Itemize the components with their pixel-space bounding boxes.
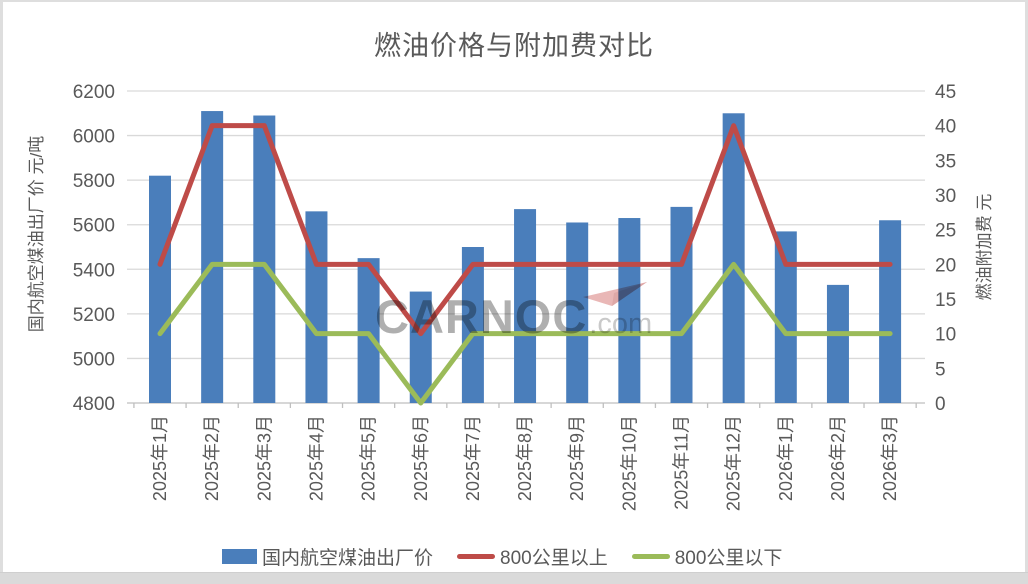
svg-text:2025年2月: 2025年2月 <box>202 415 222 501</box>
svg-text:5: 5 <box>935 359 946 380</box>
svg-text:2025年6月: 2025年6月 <box>411 415 431 501</box>
svg-text:40: 40 <box>935 117 956 138</box>
legend-item-1: 800公里以上 <box>457 543 608 570</box>
legend-label: 国内航空煤油出厂价 <box>262 548 434 569</box>
svg-text:5000: 5000 <box>73 349 115 370</box>
legend-label: 800公里以下 <box>674 548 783 569</box>
svg-text:10: 10 <box>935 325 956 346</box>
combo-chart-plot: 4800 5000 5200 5400 5600 5800 6000 6200 0 5 10 15 20… <box>73 82 956 511</box>
svg-text:2025年11月: 2025年11月 <box>672 415 692 510</box>
svg-text:2025年4月: 2025年4月 <box>306 415 326 501</box>
svg-text:2025年9月: 2025年9月 <box>567 415 587 501</box>
legend-item-2: 800公里以下 <box>631 543 783 570</box>
legend-bar-swatch <box>222 549 257 564</box>
chart-title: 燃油价格与附加费对比 <box>374 31 654 61</box>
svg-text:2025年7月: 2025年7月 <box>463 415 483 501</box>
bar-series <box>149 111 902 404</box>
x-axis-ticks <box>133 403 917 408</box>
svg-text:6200: 6200 <box>73 82 115 103</box>
legend-line-swatch <box>631 554 670 559</box>
svg-text:2026年3月: 2026年3月 <box>880 415 900 501</box>
svg-text:2026年2月: 2026年2月 <box>828 415 848 501</box>
svg-text:15: 15 <box>935 290 956 311</box>
svg-text:5200: 5200 <box>73 305 115 326</box>
svg-text:0: 0 <box>935 394 946 415</box>
svg-text:5400: 5400 <box>73 260 115 281</box>
svg-text:2025年1月: 2025年1月 <box>150 415 170 501</box>
svg-text:30: 30 <box>935 186 956 207</box>
svg-text:6000: 6000 <box>73 127 115 148</box>
svg-text:2025年10月: 2025年10月 <box>619 415 639 511</box>
svg-text:2026年1月: 2026年1月 <box>776 415 796 501</box>
line-series <box>157 123 893 337</box>
svg-text:5800: 5800 <box>73 171 115 192</box>
svg-text:5600: 5600 <box>73 216 115 237</box>
chart-legend: 国内航空煤油出厂价 800公里以上 800公里以下 <box>222 543 782 570</box>
svg-text:25: 25 <box>935 221 956 242</box>
line-series <box>157 261 893 406</box>
svg-text:2025年8月: 2025年8月 <box>515 415 535 501</box>
legend-line-swatch <box>457 554 496 559</box>
page-bottom-strip <box>0 572 1028 584</box>
left-axis-tick-labels: 4800 5000 5200 5400 5600 5800 6000 6200 <box>73 82 115 415</box>
legend-label: 800公里以上 <box>500 548 608 569</box>
legend-item-0: 国内航空煤油出厂价 <box>222 543 433 570</box>
svg-text:2025年12月: 2025年12月 <box>724 415 744 511</box>
svg-text:35: 35 <box>935 151 956 172</box>
svg-text:2025年5月: 2025年5月 <box>359 415 379 501</box>
svg-text:20: 20 <box>935 255 956 276</box>
svg-text:45: 45 <box>935 82 956 103</box>
x-axis-category-labels: 2025年1月 2025年2月 2025年3月 2025年4月 2025年5月 2025年… <box>150 415 900 511</box>
svg-text:4800: 4800 <box>73 394 115 415</box>
svg-text:2025年3月: 2025年3月 <box>254 415 274 501</box>
chart-card: 燃油价格与附加费对比 国内航空煤油出厂价 元/吨 燃油附加费 元 4800 500… <box>3 2 1025 573</box>
right-axis-tick-labels: 0 5 10 15 20 25 30 35 40 45 <box>935 82 956 415</box>
